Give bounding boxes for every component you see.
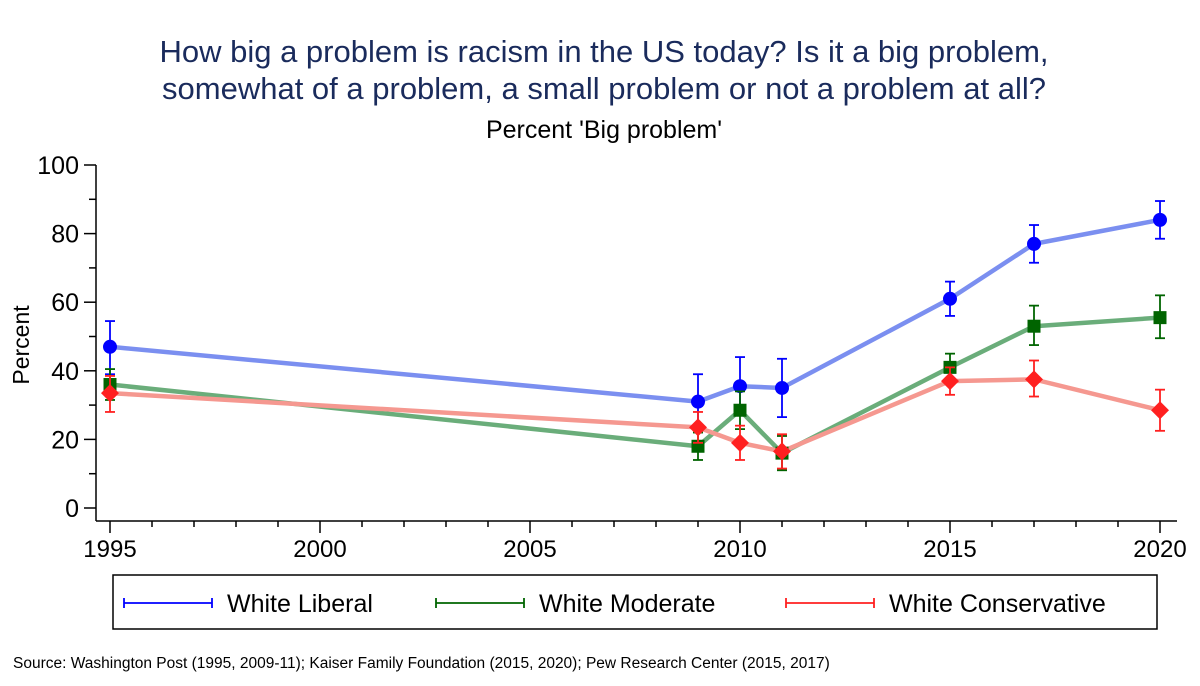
y-ticks: 0 20 40 60 80 100 [37,152,96,523]
data-point [943,291,957,306]
data-point [1151,401,1169,420]
series-white-liberal [107,217,1163,404]
y-axis-label: Percent [8,305,34,385]
legend-label: White Conservative [889,590,1106,618]
x-tick-label: 2020 [1133,536,1186,563]
data-point [101,384,119,403]
x-tick-label: 1995 [83,536,136,563]
legend: White Liberal White Moderate White Conserv… [123,590,1106,618]
series-markers-white-liberal [103,200,1167,429]
data-point [773,442,791,461]
series-markers-white-conservative [101,359,1169,470]
data-point [1153,311,1167,325]
data-point [689,418,707,437]
data-point [1153,212,1167,227]
y-tick-label: 100 [37,152,79,180]
chart-subtitle: Percent 'Big problem' [486,116,722,144]
y-tick-label: 80 [51,221,79,249]
x-tick-label: 2005 [503,536,556,563]
data-point [733,403,747,417]
series-line [107,217,1163,404]
legend-box [112,574,1158,630]
data-point [775,380,789,395]
legend-entry-white-moderate: White Moderate [435,590,715,618]
chart-title-line-2: somewhat of a problem, a small problem o… [162,71,1046,106]
data-point [941,372,959,391]
x-tick-label: 2000 [293,536,346,563]
series-white-moderate [107,315,1163,456]
y-tick-label: 0 [65,495,79,523]
data-point [1027,236,1041,251]
x-tick-label: 2015 [923,536,976,563]
legend-entry-white-liberal: White Liberal [123,590,373,618]
legend-label: White Liberal [227,590,373,618]
data-point [731,433,749,452]
data-point [1025,370,1043,389]
y-tick-label: 40 [51,358,79,386]
data-point [1027,319,1041,333]
data-point [733,379,747,394]
legend-label: White Moderate [539,590,715,618]
series-markers-white-moderate [103,294,1167,472]
series-line [107,315,1163,456]
y-tick-label: 20 [51,426,79,454]
data-point [103,339,117,354]
x-ticks: 1995 2000 2005 2010 2015 2020 [83,521,1187,563]
source-note: Source: Washington Post (1995, 2009-11);… [13,655,830,672]
y-tick-label: 60 [51,289,79,317]
legend-entry-white-conservative: White Conservative [785,590,1106,618]
series-layer [101,200,1169,472]
chart-title-line-1: How big a problem is racism in the US to… [159,34,1048,69]
data-point [691,394,705,409]
x-tick-label: 2010 [713,536,766,563]
